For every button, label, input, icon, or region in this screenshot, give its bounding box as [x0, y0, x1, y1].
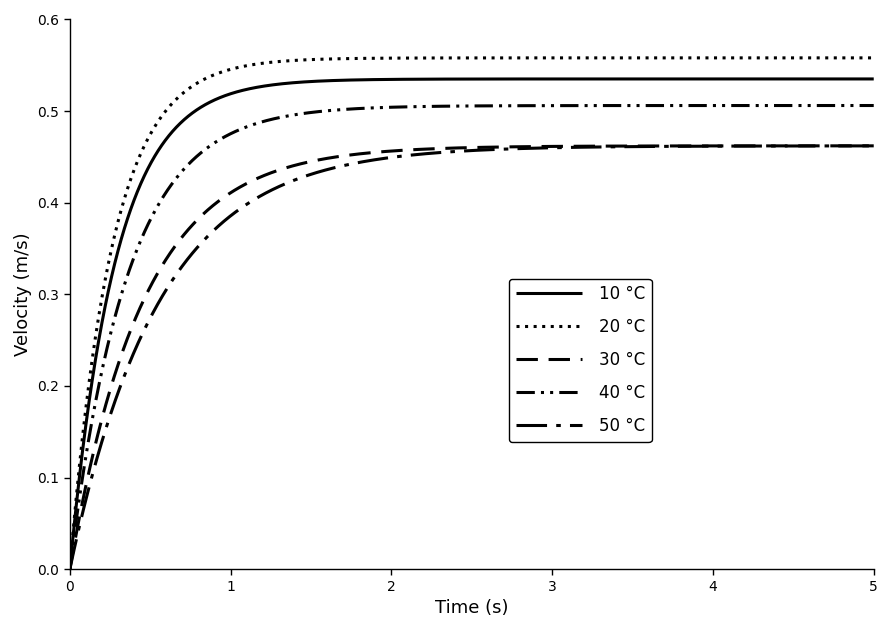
40 °C [494, 102, 505, 110]
40 °C [393, 103, 404, 111]
Legend: 10 °C, 20 °C, 30 °C, 40 °C, 50 °C: 10 °C, 20 °C, 30 °C, 40 °C, 50 °C [508, 278, 652, 442]
30 °C [393, 147, 404, 155]
Line: 20 °C: 20 °C [70, 58, 874, 569]
Line: 30 °C: 30 °C [70, 146, 874, 569]
10 °C [321, 77, 332, 85]
20 °C [494, 54, 505, 62]
20 °C [711, 54, 722, 62]
10 °C [64, 565, 75, 573]
50 °C [711, 143, 722, 150]
50 °C [321, 166, 332, 174]
30 °C [321, 155, 332, 162]
20 °C [393, 54, 404, 62]
20 °C [64, 565, 75, 573]
20 °C [602, 54, 613, 62]
20 °C [718, 54, 729, 62]
10 °C [393, 76, 404, 83]
50 °C [869, 142, 880, 150]
30 °C [711, 142, 722, 150]
50 °C [718, 143, 729, 150]
10 °C [869, 75, 880, 83]
30 °C [494, 143, 505, 151]
10 °C [602, 75, 613, 83]
20 °C [869, 54, 880, 62]
40 °C [711, 102, 722, 109]
30 °C [602, 143, 613, 150]
10 °C [718, 75, 729, 83]
Line: 10 °C: 10 °C [70, 79, 874, 569]
30 °C [64, 565, 75, 573]
50 °C [602, 143, 613, 151]
Y-axis label: Velocity (m/s): Velocity (m/s) [14, 232, 32, 356]
50 °C [64, 565, 75, 573]
40 °C [321, 107, 332, 115]
20 °C [321, 56, 332, 63]
50 °C [494, 146, 505, 153]
40 °C [718, 102, 729, 109]
40 °C [64, 565, 75, 573]
50 °C [393, 153, 404, 160]
30 °C [718, 142, 729, 150]
Line: 40 °C: 40 °C [70, 105, 874, 569]
40 °C [602, 102, 613, 109]
30 °C [869, 142, 880, 150]
Line: 50 °C: 50 °C [70, 146, 874, 569]
40 °C [869, 102, 880, 109]
10 °C [711, 75, 722, 83]
X-axis label: Time (s): Time (s) [435, 599, 508, 617]
10 °C [494, 75, 505, 83]
